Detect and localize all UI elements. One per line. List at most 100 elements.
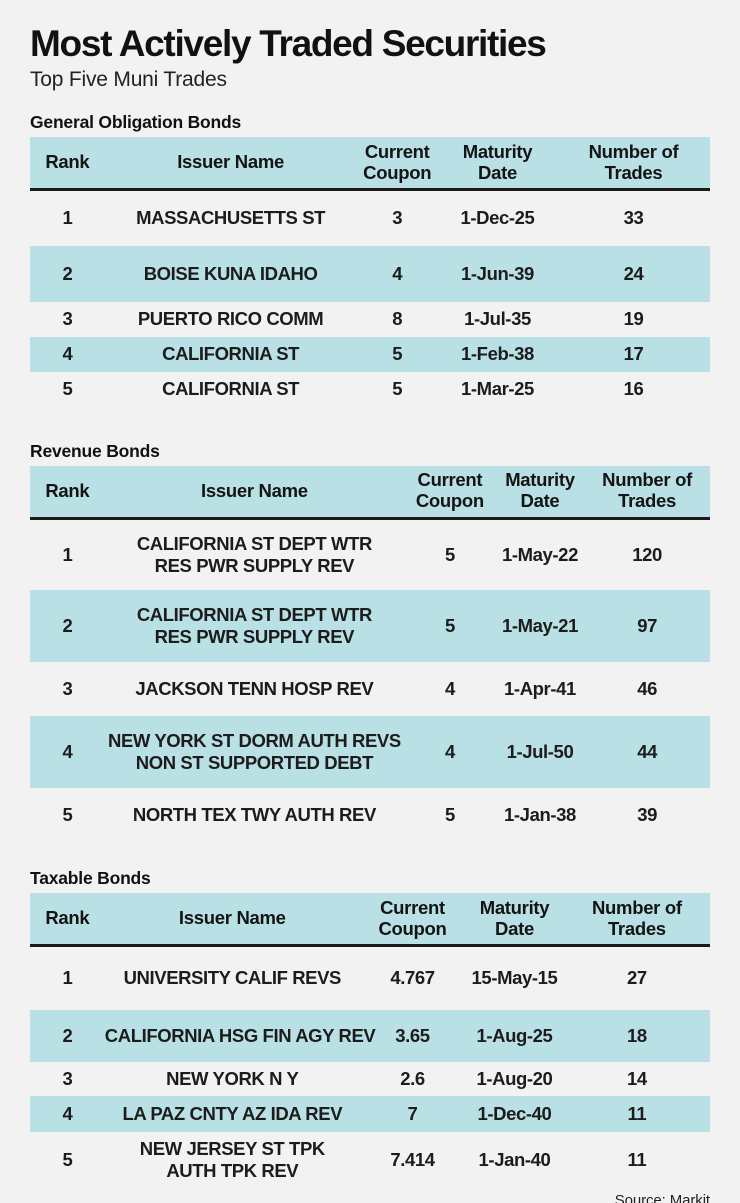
maturity-cell: 1-Jun-39 bbox=[437, 245, 557, 302]
column-header-issuer: Issuer Name bbox=[104, 465, 404, 520]
trades-cell: 120 bbox=[632, 543, 662, 565]
bond-table-section: Revenue Bonds Rank Issuer Name Current Cou… bbox=[30, 441, 710, 843]
trades-cell: 11 bbox=[563, 1095, 710, 1132]
table-heading: Revenue Bonds bbox=[30, 440, 160, 461]
issuer-cell: NEW YORK N Y bbox=[166, 1067, 299, 1089]
coupon-cell: 5 bbox=[403, 590, 496, 663]
rank-cell: 1 bbox=[62, 967, 73, 989]
trades-cell: 46 bbox=[637, 678, 657, 700]
coupon-cell: 3 bbox=[392, 207, 403, 229]
table-row: 4 NEW YORK ST DORM AUTH REVS NON ST SUPPO… bbox=[30, 716, 710, 789]
bond-table: Rank Issuer Name Current Coupon Maturity Da… bbox=[30, 137, 710, 407]
column-header-trades: Number of Trades bbox=[556, 137, 710, 192]
issuer-cell: NEW YORK ST DORM AUTH REVS NON ST SUPPOR… bbox=[104, 716, 404, 789]
issuer-cell: BOISE KUNA IDAHO bbox=[104, 245, 357, 302]
rank-cell: 3 bbox=[62, 678, 73, 700]
rank-cell: 2 bbox=[30, 590, 105, 663]
column-header-coupon: Current Coupon bbox=[359, 893, 466, 948]
column-header-rank: Rank bbox=[30, 893, 105, 948]
rank-cell: 2 bbox=[30, 245, 105, 302]
header-row: Rank Issuer Name Current Coupon Maturity Da… bbox=[30, 465, 710, 520]
trades-cell: 39 bbox=[637, 804, 657, 826]
table-row: 4 LA PAZ CNTY AZ IDA REV 7 1-Dec-40 11 bbox=[30, 1095, 710, 1132]
bond-table: Rank Issuer Name Current Coupon Maturity Da… bbox=[30, 893, 710, 1188]
table-row: 3 PUERTO RICO COMM 8 1-Jul-35 19 bbox=[30, 302, 710, 337]
issuer-cell: CALIFORNIA ST bbox=[104, 336, 357, 372]
issuer-cell: NEW JERSEY ST TPK AUTH TPK REV bbox=[139, 1137, 325, 1181]
rank-cell: 3 bbox=[62, 1067, 73, 1089]
column-header-issuer: Issuer Name bbox=[104, 893, 360, 948]
trades-cell: 19 bbox=[623, 308, 644, 330]
maturity-cell: 1-Jan-40 bbox=[478, 1148, 551, 1170]
column-header-coupon: Current Coupon bbox=[356, 137, 438, 192]
coupon-cell: 2.6 bbox=[400, 1067, 425, 1089]
table-row: 5 NORTH TEX TWY AUTH REV 5 1-Jan-38 39 bbox=[30, 788, 710, 842]
rank-cell: 4 bbox=[30, 1095, 105, 1132]
trades-cell: 17 bbox=[556, 336, 710, 372]
maturity-cell: 1-Mar-25 bbox=[461, 378, 534, 400]
issuer-cell: LA PAZ CNTY AZ IDA REV bbox=[104, 1095, 360, 1132]
coupon-cell: 4 bbox=[403, 716, 496, 789]
maturity-cell: 15-May-15 bbox=[471, 967, 558, 989]
table-row: 4 CALIFORNIA ST 5 1-Feb-38 17 bbox=[30, 336, 710, 372]
coupon-cell: 4.767 bbox=[390, 967, 435, 989]
trades-cell: 97 bbox=[584, 590, 710, 663]
column-header-maturity: Maturity Date bbox=[437, 137, 557, 192]
source-credit: Source: Markit bbox=[614, 1191, 710, 1203]
maturity-cell: 1-Aug-25 bbox=[465, 1009, 564, 1062]
trades-cell: 16 bbox=[623, 378, 644, 400]
coupon-cell: 5 bbox=[444, 804, 455, 826]
rank-cell: 4 bbox=[30, 716, 105, 789]
maturity-cell: 1-May-22 bbox=[501, 543, 578, 565]
coupon-cell: 7.414 bbox=[390, 1148, 435, 1170]
issuer-cell: CALIFORNIA ST bbox=[162, 378, 300, 400]
maturity-cell: 1-Jul-50 bbox=[495, 716, 585, 789]
column-header-issuer: Issuer Name bbox=[104, 137, 357, 192]
bond-table-section: General Obligation Bonds Rank Issuer Name… bbox=[30, 112, 710, 407]
table-row: 5 NEW JERSEY ST TPK AUTH TPK REV 7.414 1-Ja… bbox=[30, 1132, 710, 1188]
rank-cell: 1 bbox=[62, 543, 73, 565]
trades-cell: 33 bbox=[623, 207, 644, 229]
coupon-cell: 5 bbox=[392, 378, 403, 400]
maturity-cell: 1-Aug-20 bbox=[476, 1067, 553, 1089]
table-row: 5 CALIFORNIA ST 5 1-Mar-25 16 bbox=[30, 372, 710, 407]
trades-cell: 18 bbox=[563, 1009, 710, 1062]
header-row: Rank Issuer Name Current Coupon Maturity Da… bbox=[30, 137, 710, 192]
column-header-coupon: Current Coupon bbox=[403, 465, 496, 520]
table-row: 2 CALIFORNIA HSG FIN AGY REV 3.65 1-Aug-25 1… bbox=[30, 1009, 710, 1062]
rank-cell: 5 bbox=[62, 378, 73, 400]
issuer-cell: PUERTO RICO COMM bbox=[137, 308, 324, 330]
column-header-rank: Rank bbox=[30, 137, 105, 192]
trades-cell: 27 bbox=[627, 967, 647, 989]
coupon-cell: 5 bbox=[356, 336, 438, 372]
issuer-cell: CALIFORNIA ST DEPT WTR RES PWR SUPPLY RE… bbox=[136, 533, 373, 576]
coupon-cell: 3.65 bbox=[359, 1009, 466, 1062]
coupon-cell: 7 bbox=[359, 1095, 466, 1132]
maturity-cell: 1-Apr-41 bbox=[504, 678, 576, 700]
maturity-cell: 1-May-21 bbox=[495, 590, 585, 663]
coupon-cell: 4 bbox=[356, 245, 438, 302]
maturity-cell: 1-Jul-35 bbox=[464, 308, 531, 330]
rank-cell: 3 bbox=[62, 308, 73, 330]
page-subtitle: Top Five Muni Trades bbox=[30, 67, 227, 91]
rank-cell: 1 bbox=[62, 207, 73, 229]
table-row: 2 CALIFORNIA ST DEPT WTR RES PWR SUPPLY R… bbox=[30, 590, 710, 663]
rank-cell: 5 bbox=[62, 1148, 73, 1170]
issuer-cell: UNIVERSITY CALIF REVS bbox=[123, 967, 342, 989]
table-row: 1 CALIFORNIA ST DEPT WTR RES PWR SUPPLY R… bbox=[30, 518, 710, 590]
coupon-cell: 5 bbox=[444, 543, 455, 565]
trades-cell: 44 bbox=[584, 716, 710, 789]
maturity-cell: 1-Dec-40 bbox=[465, 1095, 564, 1132]
maturity-cell: 1-Dec-25 bbox=[460, 207, 535, 229]
issuer-cell: MASSACHUSETTS ST bbox=[136, 207, 326, 229]
issuer-cell: CALIFORNIA ST DEPT WTR RES PWR SUPPLY RE… bbox=[104, 590, 404, 663]
table-row: 1 UNIVERSITY CALIF REVS 4.767 15-May-15 27 bbox=[30, 946, 710, 1010]
maturity-cell: 1-Jan-38 bbox=[504, 804, 576, 826]
table-row: 3 JACKSON TENN HOSP REV 4 1-Apr-41 46 bbox=[30, 662, 710, 716]
header-row: Rank Issuer Name Current Coupon Maturity Da… bbox=[30, 893, 710, 948]
trades-cell: 11 bbox=[627, 1148, 647, 1170]
coupon-cell: 8 bbox=[392, 308, 403, 330]
table-row: 3 NEW YORK N Y 2.6 1-Aug-20 14 bbox=[30, 1062, 710, 1096]
table-heading: General Obligation Bonds bbox=[30, 112, 242, 133]
